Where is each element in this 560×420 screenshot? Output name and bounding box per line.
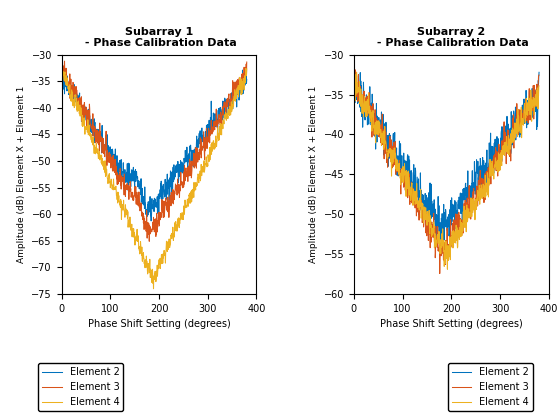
Element 2 [104,144,110,149]
Element 4 [225,109,232,114]
Element 3 [226,92,232,97]
Element 3 [518,115,525,120]
Element 4 [351,85,357,90]
Element 4 [104,172,110,177]
Element 2 [58,65,65,70]
Element 2 [225,97,232,102]
Element 3 [403,171,410,176]
Element 3 [436,271,443,276]
Element 3 [104,151,110,156]
Element 4 [244,66,250,71]
X-axis label: Phase Shift Setting (degrees): Phase Shift Setting (degrees) [380,319,522,329]
Element 2 [403,159,409,164]
Element 3 [495,155,502,160]
Element 4 [150,286,157,291]
Element 2 [351,81,357,87]
Element 3 [409,196,416,201]
Element 3 [473,200,479,205]
Element 4 [403,168,410,173]
Element 3 [146,239,153,244]
Y-axis label: Amplitude (dB) Element X + Element 1: Amplitude (dB) Element X + Element 1 [17,86,26,263]
Element 2 [536,70,543,75]
Element 3 [59,58,66,63]
Element 3 [111,157,118,162]
Element 4 [58,62,65,67]
Line: Element 2: Element 2 [62,67,247,221]
Element 2 [473,189,479,194]
X-axis label: Phase Shift Setting (degrees): Phase Shift Setting (degrees) [88,319,230,329]
Line: Element 4: Element 4 [62,64,247,289]
Element 2 [117,166,124,171]
Element 4 [353,70,360,75]
Element 3 [203,137,209,142]
Element 2 [203,142,209,147]
Element 4 [473,197,479,202]
Element 3 [244,60,250,65]
Element 4 [110,181,117,186]
Element 3 [536,73,543,78]
Element 4 [117,201,124,206]
Title: Subarray 1
 - Phase Calibration Data: Subarray 1 - Phase Calibration Data [81,26,237,48]
Element 4 [518,105,525,110]
Element 2 [495,144,502,150]
Line: Element 3: Element 3 [354,66,539,273]
Element 2 [409,180,416,185]
Y-axis label: Amplitude (dB) Element X + Element 1: Amplitude (dB) Element X + Element 1 [309,86,318,263]
Element 4 [536,84,543,89]
Element 2 [110,155,117,160]
Element 4 [396,166,403,171]
Element 2 [180,166,187,171]
Element 3 [117,178,124,183]
Element 4 [203,161,209,166]
Element 2 [517,132,524,137]
Line: Element 3: Element 3 [62,60,247,241]
Element 3 [58,66,65,71]
Line: Element 4: Element 4 [354,72,539,269]
Element 2 [396,155,403,160]
Element 3 [396,158,403,163]
Element 4 [495,150,502,155]
Legend: Element 2, Element 3, Element 4: Element 2, Element 3, Element 4 [448,363,533,411]
Element 4 [409,196,416,201]
Element 2 [244,77,250,82]
Element 4 [444,267,451,272]
Legend: Element 2, Element 3, Element 4: Element 2, Element 3, Element 4 [39,363,123,411]
Element 2 [148,218,155,223]
Element 2 [438,243,445,248]
Title: Subarray 2
 - Phase Calibration Data: Subarray 2 - Phase Calibration Data [374,26,529,48]
Element 3 [351,63,358,68]
Element 3 [180,184,187,189]
Element 4 [180,213,187,218]
Line: Element 2: Element 2 [354,72,539,245]
Element 3 [351,79,357,84]
